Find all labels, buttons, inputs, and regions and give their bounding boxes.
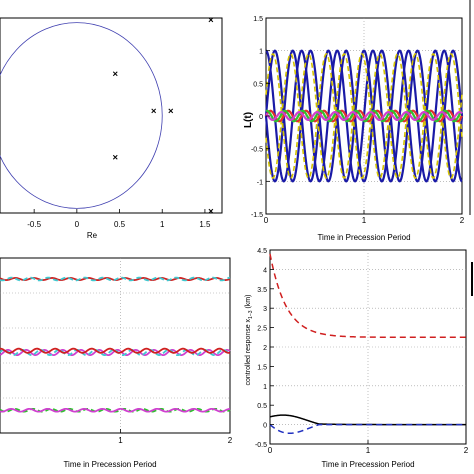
L-series-0	[264, 49, 464, 183]
L-series-3	[265, 53, 463, 179]
state-xtick-1: 2	[228, 436, 233, 445]
L-xtick-0: 0	[264, 216, 269, 225]
response-ytick-10: -0.5	[255, 442, 267, 449]
pole-xtick-0: -0.5	[27, 220, 41, 229]
response-ytick-3: 3	[263, 306, 267, 313]
pole-plot-xlabel: Re	[87, 231, 98, 240]
pole-xtick-4: 1.5	[199, 220, 211, 229]
response-ytick-1: 4	[263, 267, 267, 274]
L-plot-ylabel: L(t)	[243, 112, 254, 128]
pole-plot-frame	[0, 17, 223, 214]
state-series-1	[0, 276, 231, 282]
L-series-7	[265, 110, 463, 122]
unit-circle	[0, 22, 163, 209]
response-series-0	[269, 253, 466, 339]
pole-marker-1	[112, 154, 118, 160]
response-series-2	[269, 423, 466, 435]
pole-marker-0	[112, 71, 118, 77]
response-ytick-8: 0.5	[257, 403, 267, 410]
response-xtick-2: 2	[464, 446, 469, 455]
L-series-4	[265, 53, 463, 179]
pole-marker-2	[151, 108, 157, 114]
response-ytick-7: 1	[263, 384, 267, 391]
L-ytick-0: 1.5	[253, 16, 263, 23]
response-ytick-5: 2	[263, 345, 267, 352]
state-series-4	[0, 347, 231, 354]
L-plot-panel: 1.5 1 0.5 0 -0.5 -1 -1.5 0 1 2 L(t) Time in Prec…	[243, 0, 471, 242]
L-ytick-1: 1	[259, 49, 263, 56]
pole-xtick-2: 0.5	[114, 220, 126, 229]
pole-plot-panel: -0.5 0 0.5 1 1.5 Re	[0, 17, 223, 240]
state-series-6	[0, 407, 231, 413]
response-series-1	[269, 414, 466, 426]
state-plot-panel: 1 2 Time in Precession Period	[0, 257, 233, 469]
pole-marker-4	[208, 17, 214, 23]
L-ytick-6: -1.5	[251, 212, 263, 219]
L-ytick-4: -0.5	[251, 147, 263, 154]
response-ytick-6: 1.5	[257, 364, 267, 371]
state-plot-frame	[0, 257, 231, 434]
L-ytick-5: -1	[257, 179, 263, 186]
pole-xtick-1: 0	[75, 220, 80, 229]
state-plot-xlabel: Time in Precession Period	[63, 460, 156, 469]
L-xtick-1: 1	[362, 216, 367, 225]
response-xtick-1: 1	[366, 446, 371, 455]
response-plot-xlabel: Time in Precession Period	[321, 460, 414, 469]
state-xtick-0: 1	[118, 436, 123, 445]
response-plot-ylabel: controlled response x1−3 (km)	[245, 295, 254, 386]
response-ytick-4: 2.5	[257, 326, 267, 333]
L-xtick-2: 2	[460, 216, 465, 225]
response-xtick-0: 0	[268, 446, 273, 455]
response-ytick-2: 3.5	[257, 287, 267, 294]
L-series-2	[264, 49, 464, 183]
L-plot-xlabel: Time in Precession Period	[317, 233, 410, 242]
L-ytick-3: 0	[259, 114, 263, 121]
L-ytick-2: 0.5	[253, 81, 263, 88]
response-ytick-0: 4.5	[257, 248, 267, 255]
pole-xtick-3: 1	[160, 220, 165, 229]
L-series-6	[265, 109, 463, 123]
response-ytick-9: 0	[263, 423, 267, 430]
pole-marker-3	[168, 108, 174, 114]
pole-marker-5	[208, 208, 214, 214]
